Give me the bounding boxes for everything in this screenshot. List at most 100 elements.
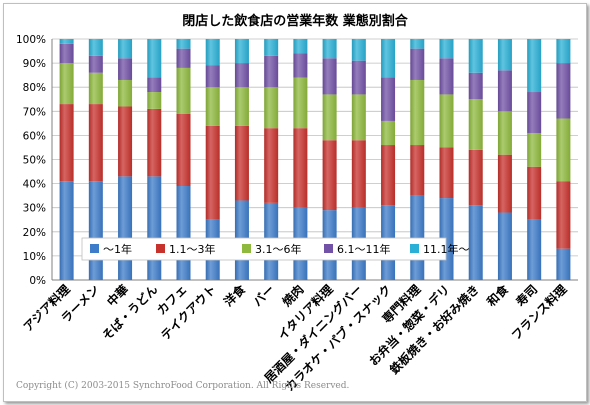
bar-segment — [439, 58, 454, 95]
bar-segment — [147, 176, 162, 280]
bar-segment — [88, 181, 103, 280]
x-tick-label: アジア料理 — [20, 282, 73, 335]
bar-segment — [205, 87, 220, 126]
bar-segment — [527, 219, 542, 280]
bar-segment — [497, 212, 512, 280]
bar-segment — [176, 67, 191, 114]
bar-segment — [497, 154, 512, 213]
bar-segment — [322, 140, 337, 211]
bar-segment — [118, 39, 133, 59]
bar-segment — [59, 39, 74, 44]
bar-segment — [322, 58, 337, 95]
bar-segment — [497, 111, 512, 155]
bar-segment — [147, 92, 162, 109]
bar-segment — [293, 53, 308, 78]
bar-segment — [59, 181, 74, 280]
y-tick-label: 40% — [23, 179, 46, 191]
bar-segment — [468, 99, 483, 150]
bar-segment — [322, 94, 337, 141]
bar-segment — [293, 39, 308, 54]
bar-segment — [293, 77, 308, 129]
chart-title: 閉店した飲食店の営業年数 業態別割合 — [182, 13, 409, 29]
bar-segment — [205, 39, 220, 66]
bar-segment — [439, 39, 454, 59]
bar-segment — [527, 39, 542, 93]
bar-segment — [468, 149, 483, 206]
bar-segment — [497, 39, 512, 71]
bar-segment — [118, 176, 133, 280]
bar-segment — [556, 63, 571, 119]
bar-segment — [410, 145, 425, 196]
bar-segment — [468, 205, 483, 280]
y-tick-label: 100% — [16, 34, 46, 46]
bar-segment — [351, 60, 366, 95]
y-tick-label: 50% — [23, 155, 46, 167]
legend-label: 3.1～6年 — [255, 242, 302, 256]
bar-segment — [439, 94, 454, 148]
legend-label: 11.1年～ — [423, 242, 470, 256]
x-tick-label: 和食 — [483, 281, 512, 310]
y-tick-label: 90% — [23, 58, 46, 70]
bar-segment — [88, 55, 103, 73]
bar-segment — [234, 39, 249, 64]
copyright-text: Copyright (C) 2003-2015 SynchroFood Corp… — [16, 381, 350, 391]
bar-segment — [556, 248, 571, 280]
bar-segment — [410, 79, 425, 146]
legend-swatch — [156, 244, 165, 253]
y-tick-label: 30% — [23, 203, 46, 215]
bar-segment — [381, 77, 396, 121]
bar-segment — [234, 125, 249, 201]
legend-label: ～1年 — [103, 242, 132, 256]
bar-segment — [410, 39, 425, 49]
bar-segment — [468, 72, 483, 100]
bar-segment — [439, 147, 454, 199]
bar-segment — [468, 39, 483, 73]
y-tick-label: 80% — [23, 82, 46, 94]
x-tick-label: バー — [250, 282, 277, 309]
bar-segment — [527, 166, 542, 220]
y-tick-label: 60% — [23, 130, 46, 142]
bar-segment — [351, 140, 366, 208]
bar-segment — [351, 39, 366, 61]
bar-segment — [176, 113, 191, 187]
bar-segment — [147, 39, 162, 78]
bar-segment — [381, 145, 396, 206]
bar-segment — [118, 58, 133, 80]
y-tick-label: 0% — [29, 275, 46, 287]
bar-segment — [381, 39, 396, 78]
bar-segment — [205, 65, 220, 88]
bar-segment — [556, 181, 571, 249]
bar-segment — [556, 118, 571, 182]
bar-segment — [118, 79, 133, 107]
y-tick-label: 20% — [23, 227, 46, 239]
bar-segment — [88, 104, 103, 182]
bar-segment — [59, 104, 74, 182]
bar-segment — [118, 106, 133, 177]
bar-segment — [88, 72, 103, 105]
bar-segment — [88, 39, 103, 56]
bar-segment — [147, 108, 162, 177]
bar-segment — [351, 94, 366, 141]
bar-segment — [527, 92, 542, 133]
legend-label: 1.1～3年 — [169, 242, 216, 256]
bar-segment — [264, 128, 279, 203]
bar-segment — [322, 39, 337, 59]
legend-swatch — [410, 244, 419, 253]
bar-segment — [264, 87, 279, 129]
bar-segment — [176, 186, 191, 280]
legend-swatch — [242, 244, 251, 253]
bar-segment — [497, 70, 512, 112]
bar-segment — [59, 63, 74, 105]
bar-segment — [293, 128, 308, 208]
bar-segment — [264, 55, 279, 88]
bar-segment — [410, 48, 425, 80]
bar-segment — [556, 39, 571, 64]
bar-segment — [59, 43, 74, 64]
legend-swatch — [90, 244, 99, 253]
legend-box — [81, 237, 447, 261]
legend-swatch — [324, 244, 333, 253]
bar-segment — [381, 120, 396, 146]
legend-label: 6.1～11年 — [337, 242, 391, 256]
bar-segment — [264, 39, 279, 56]
